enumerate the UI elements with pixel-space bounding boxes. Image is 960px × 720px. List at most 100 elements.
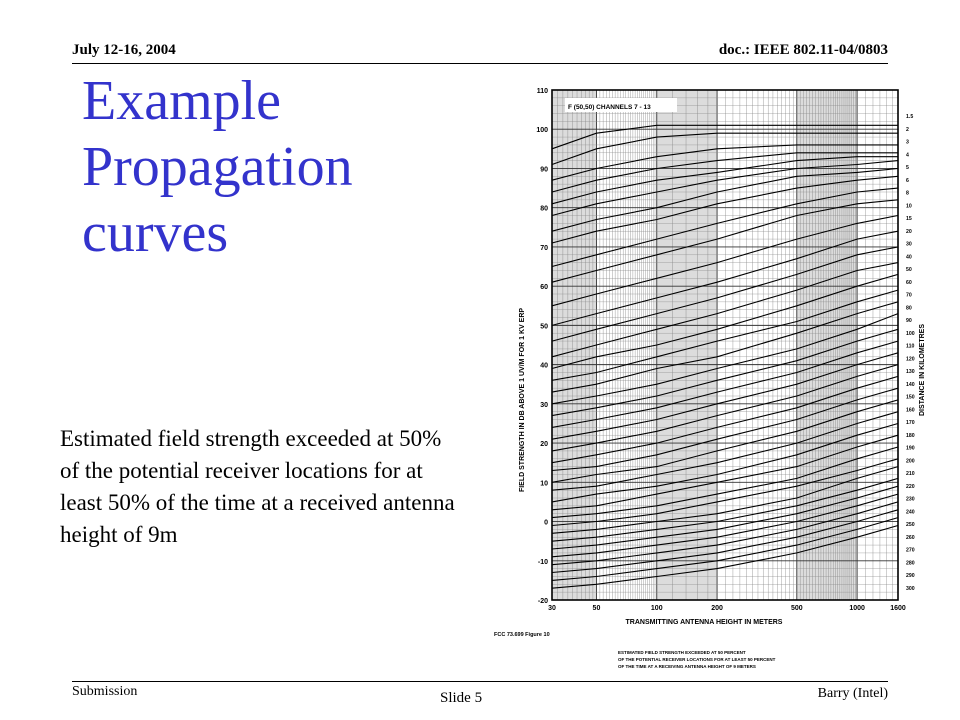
curve-150km: [551, 375, 899, 464]
y-tick-label: 80: [540, 206, 548, 213]
curve-series: [551, 124, 899, 589]
distance-label: 2: [906, 127, 909, 133]
y-tick-label: 70: [540, 245, 548, 252]
curve-90km: [551, 301, 899, 393]
curve-250km: [551, 485, 899, 550]
distance-label: 50: [906, 267, 912, 273]
caption-line: ESTIMATED FIELD STRENGTH EXCEEDED AT 50 …: [618, 650, 746, 655]
footer-rule: [72, 681, 888, 682]
source-label: FCC 73.699 Figure 10: [494, 632, 550, 638]
distance-label: 290: [906, 573, 915, 579]
curve-50km: [551, 246, 899, 342]
distance-label: 90: [906, 318, 912, 324]
distance-label: 150: [906, 395, 915, 401]
caption-line: OF THE TIME AT A RECEIVING ANTENNA HEIGH…: [618, 664, 756, 669]
distance-label: 230: [906, 497, 915, 503]
distance-label: 300: [906, 586, 915, 592]
plot-shade-band: [796, 90, 858, 600]
plot-border: [551, 89, 899, 601]
distance-label: 160: [906, 407, 915, 413]
curve-8km: [551, 167, 899, 232]
curve-20km: [551, 199, 899, 283]
curve-130km: [551, 352, 899, 440]
curve-230km: [551, 466, 899, 534]
curve-210km: [551, 446, 899, 519]
curve-15km: [551, 187, 899, 268]
x-tick-label: 1600: [890, 605, 906, 612]
distance-label: 80: [906, 305, 912, 311]
curve-270km: [551, 501, 899, 566]
distance-label: 220: [906, 484, 915, 490]
distance-axis-label: DISTANCE IN KILOMETRES: [919, 324, 926, 416]
slide-title: Example Propagation curves: [82, 68, 422, 266]
header-date: July 12-16, 2004: [72, 42, 176, 58]
x-tick-label: 30: [548, 605, 556, 612]
header-rule: [72, 63, 888, 64]
distance-label: 3: [906, 140, 909, 146]
curve-140km: [551, 364, 899, 452]
distance-label: 190: [906, 446, 915, 452]
distance-label: 250: [906, 522, 915, 528]
curve-220km: [551, 458, 899, 527]
distance-label: 70: [906, 293, 912, 299]
x-tick-label: 200: [711, 605, 723, 612]
curve-40km: [551, 230, 899, 326]
curve-3km: [551, 144, 898, 181]
distance-label: 260: [906, 535, 915, 541]
x-axis-label: TRANSMITTING ANTENNA HEIGHT IN METERS: [626, 619, 783, 626]
y-tick-label: -20: [538, 598, 548, 605]
curve-60km: [551, 262, 899, 358]
distance-label: 15: [906, 216, 912, 222]
caption-line: OF THE POTENTIAL RECEIVER LOCATIONS FOR …: [618, 657, 776, 662]
y-tick-label: -10: [538, 559, 548, 566]
curve-6km: [551, 160, 899, 217]
curve-10km: [551, 175, 899, 244]
distance-label: 170: [906, 420, 915, 426]
distance-label: 140: [906, 382, 915, 388]
curve-300km: [551, 524, 899, 589]
x-tick-labels: 30 50 100 200 500 1000 1600: [548, 605, 906, 612]
footer-author: Barry (Intel): [817, 686, 888, 701]
distance-label: 180: [906, 433, 915, 439]
title-line: Example: [82, 70, 282, 132]
footer-submission: Submission: [72, 684, 138, 699]
curve-5km: [551, 156, 898, 205]
x-tick-label: 1000: [849, 605, 865, 612]
distance-label: 100: [906, 331, 915, 337]
distance-label: 120: [906, 356, 915, 362]
distance-label: 30: [906, 242, 912, 248]
curve-30km: [551, 214, 899, 307]
y-tick-label: 110: [537, 88, 548, 95]
slide-number: Slide 5: [440, 690, 483, 706]
distance-label: 200: [906, 458, 915, 464]
y-tick-label: 30: [540, 402, 548, 409]
x-tick-label: 500: [791, 605, 803, 612]
distance-label: 110: [906, 344, 914, 350]
distance-label: 1.5: [906, 114, 913, 120]
y-tick-label: 20: [540, 441, 548, 448]
distance-label: 270: [906, 548, 915, 554]
distance-label: 240: [906, 509, 915, 515]
curve-2km: [551, 132, 898, 166]
plot-frame: [551, 89, 899, 601]
distance-label: 210: [906, 471, 915, 477]
title-line: curves: [82, 202, 229, 264]
distance-label: 4: [906, 152, 909, 158]
curve-1.5km: [551, 124, 898, 150]
curve-280km: [551, 509, 899, 574]
curve-120km: [551, 340, 899, 428]
x-tick-label: 100: [651, 605, 663, 612]
y-tick-label: 40: [540, 363, 548, 370]
distance-label: 6: [906, 178, 909, 184]
curve-260km: [551, 493, 899, 558]
curve-100km: [551, 313, 899, 405]
distance-label: 60: [906, 280, 912, 286]
inset-label-box: [565, 98, 677, 112]
curve-110km: [551, 328, 899, 417]
distance-label: 5: [906, 165, 909, 171]
y-tick-label: 90: [540, 166, 548, 173]
curve-290km: [551, 517, 899, 581]
